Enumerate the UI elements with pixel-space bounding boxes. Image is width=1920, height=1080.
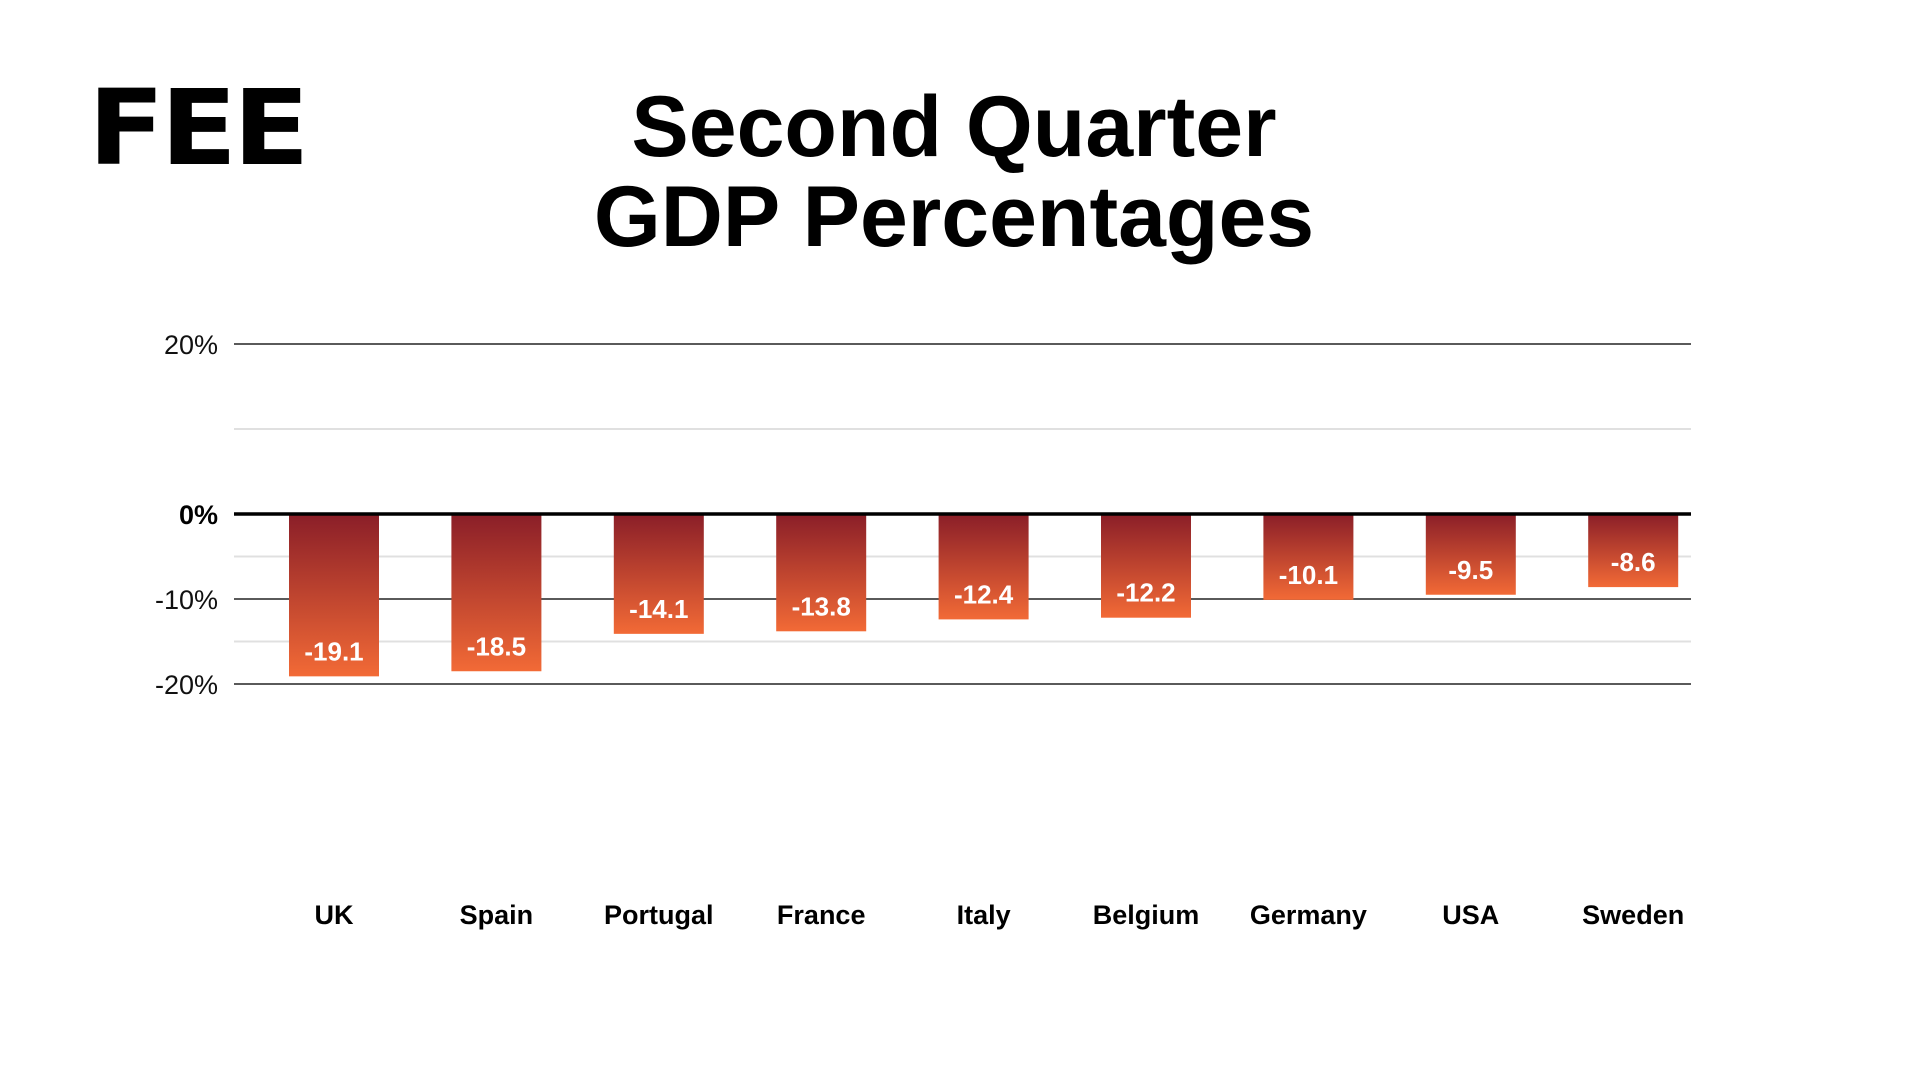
bar-portugal bbox=[613, 514, 704, 634]
bar-spain bbox=[451, 514, 542, 672]
x-tick-label: Sweden bbox=[1582, 900, 1684, 930]
bar-usa bbox=[1425, 514, 1516, 595]
y-tick-label: 0% bbox=[179, 500, 218, 530]
data-label: -9.5 bbox=[1448, 555, 1493, 585]
data-label: -13.8 bbox=[792, 591, 851, 621]
chart-title-line-1: Second Quarter bbox=[631, 79, 1277, 175]
data-label: -12.2 bbox=[1116, 578, 1175, 608]
bars bbox=[289, 514, 1679, 677]
data-label: -14.1 bbox=[629, 594, 688, 624]
fee-logo: FEE bbox=[88, 67, 310, 189]
x-tick-label: UK bbox=[315, 900, 354, 930]
x-tick-label: Portugal bbox=[604, 900, 714, 930]
data-label: -19.1 bbox=[304, 636, 363, 666]
data-label: -12.4 bbox=[954, 579, 1014, 609]
x-tick-label: Italy bbox=[957, 900, 1011, 930]
bar-belgium bbox=[1101, 514, 1191, 618]
data-label: -10.1 bbox=[1279, 560, 1338, 590]
x-tick-label: Spain bbox=[460, 900, 534, 930]
chart-title-line-2: GDP Percentages bbox=[593, 169, 1315, 265]
x-tick-label: Belgium bbox=[1093, 900, 1200, 930]
x-tick-label: France bbox=[777, 900, 866, 930]
data-label: -18.5 bbox=[467, 631, 526, 661]
data-label: -8.6 bbox=[1611, 547, 1656, 577]
bar-italy bbox=[938, 514, 1029, 620]
y-tick-label: -10% bbox=[155, 585, 218, 615]
x-tick-label: USA bbox=[1442, 900, 1499, 930]
data-labels: -19.1 -18.5 -14.1 -13.8 -12.4 -12.2 -10.1 -9.5 -… bbox=[304, 547, 1655, 666]
y-axis-ticks: 20% 0% -10% -20% bbox=[155, 330, 218, 700]
bar-france bbox=[776, 514, 867, 632]
y-tick-label: 20% bbox=[164, 330, 218, 360]
bar-uk bbox=[289, 514, 379, 677]
y-tick-label: -20% bbox=[155, 670, 218, 700]
x-axis-ticks: UK Spain Portugal France Italy Belgium Germany… bbox=[315, 900, 1685, 930]
bar-sweden bbox=[1588, 514, 1679, 588]
bar-germany bbox=[1263, 514, 1354, 600]
x-tick-label: Germany bbox=[1250, 900, 1367, 930]
